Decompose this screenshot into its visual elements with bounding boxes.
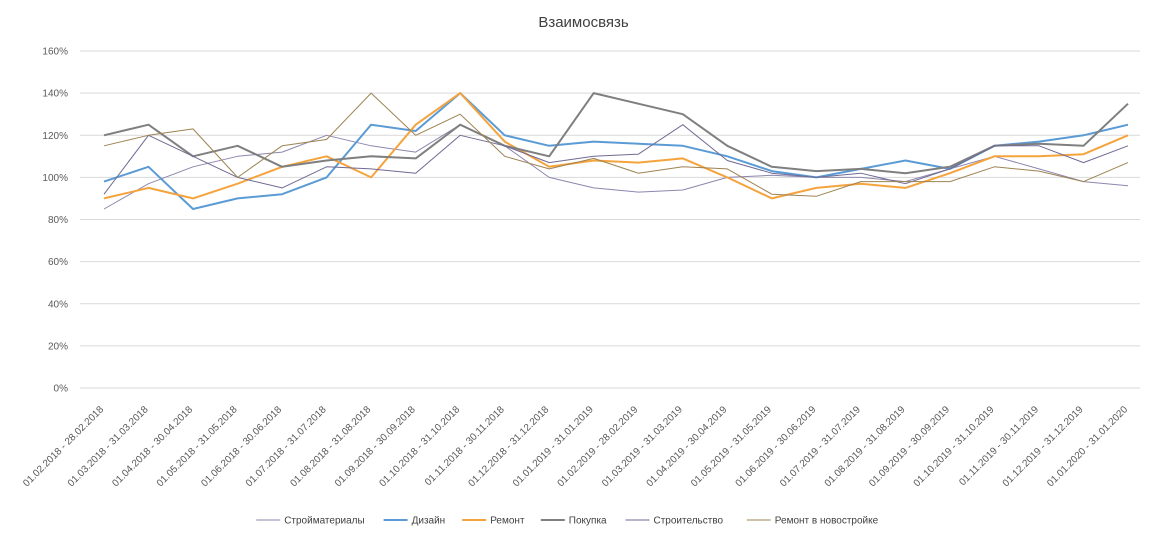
x-tick-label: 01.01.2020 - 31.01.2020 <box>1045 404 1130 489</box>
x-tick-label: 01.05.2018 - 31.05.2018 <box>155 404 240 489</box>
y-tick-label: 40% <box>48 299 68 310</box>
x-tick-label: 01.03.2018 - 31.03.2018 <box>66 404 151 489</box>
y-tick-label: 140% <box>42 89 68 100</box>
gridlines <box>80 50 1140 389</box>
legend-label: Строительство <box>654 516 724 527</box>
series-line <box>103 92 1129 200</box>
y-tick-label: 20% <box>48 341 68 352</box>
x-tick-label: 01.11.2019 - 30.11.2019 <box>957 404 1041 488</box>
series-line <box>103 92 1129 210</box>
x-tick-label: 01.07.2018 - 31.07.2018 <box>244 404 329 489</box>
y-tick-label: 100% <box>42 173 68 184</box>
x-tick-label: 01.08.2019 - 31.08.2019 <box>823 404 908 489</box>
y-tick-label: 0% <box>54 384 69 395</box>
x-tick-label: 01.02.2018 - 28.02.2018 <box>21 404 106 489</box>
legend: Стройматериалы Дизайн Ремонт Покупка Строите… <box>256 516 879 527</box>
legend-label: Ремонт <box>490 516 525 527</box>
series-lines <box>103 92 1129 210</box>
legend-label: Ремонт в новостройке <box>775 516 879 527</box>
x-tick-label: 01.11.2018 - 30.11.2018 <box>423 404 507 488</box>
x-tick-label: 01.05.2019 - 31.05.2019 <box>689 404 774 489</box>
y-tick-label: 160% <box>42 47 68 58</box>
x-tick-label: 01.06.2019 - 30.06.2019 <box>734 404 819 489</box>
x-tick-label: 01.12.2018 - 31.12.2018 <box>466 404 551 489</box>
legend-label: Покупка <box>569 516 607 527</box>
x-tick-label: 01.09.2018 - 30.09.2018 <box>333 404 418 489</box>
series-line <box>103 92 1129 197</box>
legend-label: Стройматериалы <box>284 516 365 527</box>
y-tick-label: 60% <box>48 257 68 268</box>
x-tick-label: 01.02.2019 - 28.02.2019 <box>556 404 641 489</box>
series-line <box>103 124 1129 195</box>
chart-title: Взаимосвязь <box>538 14 629 31</box>
x-tick-label: 01.03.2019 - 31.03.2019 <box>600 404 685 489</box>
x-tick-label: 01.12.2019 - 31.12.2019 <box>1001 404 1086 489</box>
x-tick-label: 01.07.2019 - 31.07.2019 <box>778 404 863 489</box>
x-tick-label: 01.10.2019 - 31.10.2019 <box>912 404 997 489</box>
x-tick-label: 01.01.2019 - 31.01.2019 <box>511 404 596 489</box>
x-tick-label: 01.10.2018 - 31.10.2018 <box>377 404 462 489</box>
y-tick-label: 120% <box>42 131 68 142</box>
legend-label: Дизайн <box>412 516 446 527</box>
x-tick-label: 01.06.2018 - 30.06.2018 <box>199 404 284 489</box>
x-tick-label: 01.09.2019 - 30.09.2019 <box>867 404 952 489</box>
series-line <box>103 124 1129 210</box>
y-axis-ticks: 0% 20% 40% 60% 80% 100% 120% 140% 160% <box>42 47 68 395</box>
series-line <box>103 92 1129 175</box>
x-tick-label: 01.04.2019 - 30.04.2019 <box>645 404 730 489</box>
y-tick-label: 80% <box>48 215 68 226</box>
x-tick-label: 01.04.2018 - 30.04.2018 <box>110 404 195 489</box>
x-tick-label: 01.08.2018 - 31.08.2018 <box>288 404 373 489</box>
